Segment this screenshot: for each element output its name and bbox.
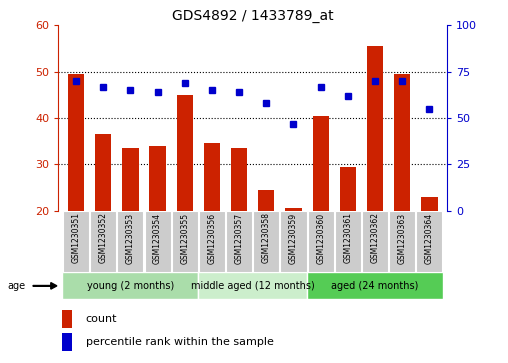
FancyBboxPatch shape	[145, 211, 171, 272]
Bar	[231, 148, 247, 211]
Text: GSM1230363: GSM1230363	[398, 212, 407, 264]
Title: GDS4892 / 1433789_at: GDS4892 / 1433789_at	[172, 9, 334, 23]
FancyBboxPatch shape	[362, 211, 388, 272]
FancyBboxPatch shape	[417, 211, 442, 272]
Bar	[95, 134, 111, 211]
Text: GSM1230356: GSM1230356	[207, 212, 216, 264]
Bar	[204, 143, 220, 211]
FancyBboxPatch shape	[253, 211, 279, 272]
FancyBboxPatch shape	[172, 211, 198, 272]
FancyBboxPatch shape	[199, 211, 225, 272]
FancyBboxPatch shape	[63, 211, 89, 272]
Text: middle aged (12 months): middle aged (12 months)	[191, 281, 314, 291]
Bar	[340, 167, 356, 211]
Text: GSM1230354: GSM1230354	[153, 212, 162, 264]
FancyBboxPatch shape	[90, 211, 116, 272]
Text: GSM1230362: GSM1230362	[370, 212, 379, 264]
Bar	[394, 74, 410, 211]
Text: GSM1230360: GSM1230360	[316, 212, 325, 264]
Text: aged (24 months): aged (24 months)	[331, 281, 419, 291]
Bar	[68, 74, 84, 211]
Text: GSM1230359: GSM1230359	[289, 212, 298, 264]
Text: percentile rank within the sample: percentile rank within the sample	[86, 337, 273, 347]
Text: GSM1230361: GSM1230361	[343, 212, 353, 264]
FancyBboxPatch shape	[335, 211, 361, 272]
Bar	[421, 197, 437, 211]
Text: GSM1230352: GSM1230352	[99, 212, 108, 264]
Text: young (2 months): young (2 months)	[87, 281, 174, 291]
Bar	[62, 272, 199, 299]
Bar	[177, 95, 193, 211]
Text: GSM1230357: GSM1230357	[235, 212, 244, 264]
Bar	[62, 310, 72, 328]
Bar	[285, 208, 302, 211]
FancyBboxPatch shape	[226, 211, 252, 272]
Bar	[149, 146, 166, 211]
FancyBboxPatch shape	[117, 211, 143, 272]
FancyBboxPatch shape	[280, 211, 306, 272]
Text: age: age	[8, 281, 26, 291]
FancyBboxPatch shape	[308, 211, 334, 272]
Bar	[312, 116, 329, 211]
FancyBboxPatch shape	[389, 211, 415, 272]
Bar	[199, 272, 307, 299]
Text: GSM1230358: GSM1230358	[262, 212, 271, 264]
Text: GSM1230355: GSM1230355	[180, 212, 189, 264]
Bar	[122, 148, 139, 211]
Text: GSM1230351: GSM1230351	[72, 212, 81, 264]
Text: GSM1230364: GSM1230364	[425, 212, 434, 264]
Bar	[307, 272, 443, 299]
Bar	[62, 333, 72, 351]
Bar	[367, 46, 383, 211]
Bar	[258, 190, 274, 211]
Text: GSM1230353: GSM1230353	[126, 212, 135, 264]
Text: count: count	[86, 314, 117, 324]
